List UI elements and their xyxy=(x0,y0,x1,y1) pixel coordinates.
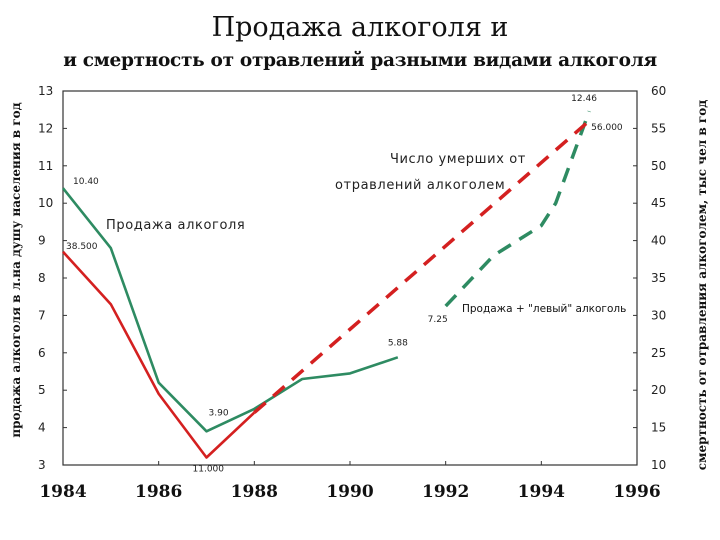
y-left-tick-label: 9 xyxy=(38,234,46,248)
y-right-tick-label: 30 xyxy=(651,308,666,322)
y-right-tick-label: 15 xyxy=(651,421,666,435)
label-deaths-line1: Число умерших от xyxy=(390,152,526,167)
annotations-layer: 10.40 38.500 3.90 11.000 5.88 7.25 12.46 56.000 xyxy=(66,94,623,474)
data-label: 11.000 xyxy=(193,465,225,475)
y-right-tick-label: 35 xyxy=(651,271,666,285)
y-left-tick-label: 11 xyxy=(38,159,53,173)
y-right-tick-label: 45 xyxy=(651,196,666,210)
x-tick-label: 1992 xyxy=(422,482,469,502)
y-right-axis-title: смертность от отравления алкоголем, тыс … xyxy=(695,100,709,470)
y-right-axis: 10 15 20 25 30 35 40 45 50 55 60 xyxy=(633,84,666,472)
series-line-2 xyxy=(62,250,256,459)
y-left-tick-label: 3 xyxy=(38,458,46,472)
chart-title-line1: Продажа алкоголя и xyxy=(211,12,509,43)
data-label: 5.88 xyxy=(388,338,408,348)
y-left-tick-label: 4 xyxy=(38,421,46,435)
label-deaths-line2: отравлений алкоголем xyxy=(335,178,505,193)
y-left-tick-label: 7 xyxy=(38,308,46,322)
y-left-axis: 3 4 5 6 7 8 9 10 11 12 13 xyxy=(38,84,67,472)
y-right-tick-label: 25 xyxy=(651,346,666,360)
data-label: 56.000 xyxy=(591,123,623,133)
series-line-0 xyxy=(61,187,399,433)
data-label: 10.40 xyxy=(73,177,99,187)
x-axis: 1984 1986 1988 1990 1992 1994 1996 xyxy=(39,461,661,502)
y-right-tick-label: 50 xyxy=(651,159,666,173)
series-line-1 xyxy=(444,110,591,308)
y-left-tick-label: 12 xyxy=(38,121,53,135)
y-right-tick-label: 40 xyxy=(651,234,666,248)
x-tick-label: 1986 xyxy=(135,482,182,502)
data-label: 3.90 xyxy=(209,408,229,418)
data-label: 38.500 xyxy=(66,242,98,252)
y-right-tick-label: 60 xyxy=(651,84,666,98)
y-left-tick-label: 8 xyxy=(38,271,46,285)
y-right-tick-label: 55 xyxy=(651,121,666,135)
y-right-tick-label: 10 xyxy=(651,458,666,472)
x-tick-label: 1996 xyxy=(613,482,660,502)
label-sales-plus: Продажа + "левый" алкоголь xyxy=(462,303,626,315)
x-tick-label: 1984 xyxy=(39,482,86,502)
y-left-tick-label: 10 xyxy=(38,196,53,210)
y-left-tick-label: 5 xyxy=(38,383,46,397)
plot-area xyxy=(62,90,638,466)
data-label: 12.46 xyxy=(571,94,597,104)
x-tick-label: 1988 xyxy=(231,482,278,502)
y-left-tick-label: 13 xyxy=(38,84,53,98)
label-sales: Продажа алкоголя xyxy=(106,218,245,233)
y-left-axis-title: продажа алкоголя в л.на душу населения в… xyxy=(9,102,23,437)
x-tick-label: 1994 xyxy=(518,482,565,502)
data-label: 7.25 xyxy=(428,315,448,325)
series-layer xyxy=(61,110,591,459)
x-tick-label: 1990 xyxy=(326,482,373,502)
chart-title-line2: и смертность от отравлений разными видам… xyxy=(63,50,657,71)
y-left-tick-label: 6 xyxy=(38,346,46,360)
y-right-tick-label: 20 xyxy=(651,383,666,397)
